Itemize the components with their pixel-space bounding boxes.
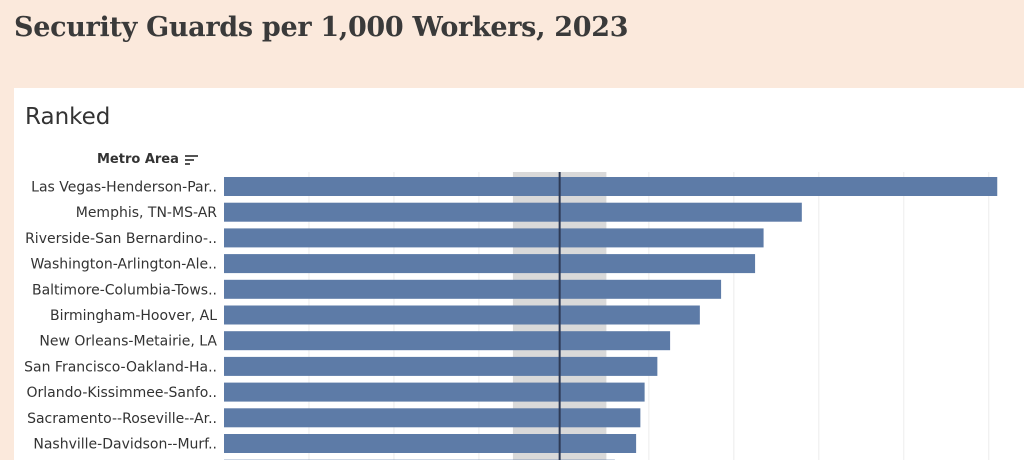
category-label: Baltimore-Columbia-Tows..: [32, 282, 217, 298]
category-label: New Orleans-Metairie, LA: [39, 334, 217, 350]
page-title: Security Guards per 1,000 Workers, 2023: [14, 12, 629, 43]
category-label: Orlando-Kissimmee-Sanfo..: [27, 385, 217, 401]
bar: [224, 254, 756, 274]
bar: [224, 408, 641, 428]
category-label: Birmingham-Hoover, AL: [50, 308, 217, 324]
category-label: Riverside-San Bernardino-..: [25, 231, 217, 247]
category-label: Washington-Arlington-Ale..: [30, 257, 217, 273]
bar-chart: Las Vegas-Henderson-Par.. Memphis, TN-MS-…: [24, 172, 998, 460]
bar: [224, 202, 802, 222]
bar: [224, 305, 700, 325]
bar: [224, 177, 998, 196]
column-header-label: Metro Area: [97, 152, 179, 167]
chart-panel: Ranked Metro Area Las Vegas-Henderson-Pa…: [14, 88, 1024, 460]
category-label: Sacramento--Roseville--Ar..: [27, 411, 217, 427]
category-label: Memphis, TN-MS-AR: [76, 205, 218, 221]
bar: [224, 228, 764, 248]
category-label: Las Vegas-Henderson-Par..: [31, 180, 217, 196]
bar: [224, 279, 722, 299]
bar: [224, 331, 671, 351]
category-label: Nashville-Davidson--Murf..: [33, 437, 217, 453]
sort-descending-icon[interactable]: [184, 154, 198, 166]
panel-title: Ranked: [25, 104, 111, 130]
bar: [224, 356, 658, 376]
category-label: San Francisco-Oakland-Ha..: [24, 359, 217, 375]
bar: [224, 434, 637, 453]
bar: [224, 382, 645, 402]
metro-area-column-header[interactable]: Metro Area: [97, 152, 198, 167]
